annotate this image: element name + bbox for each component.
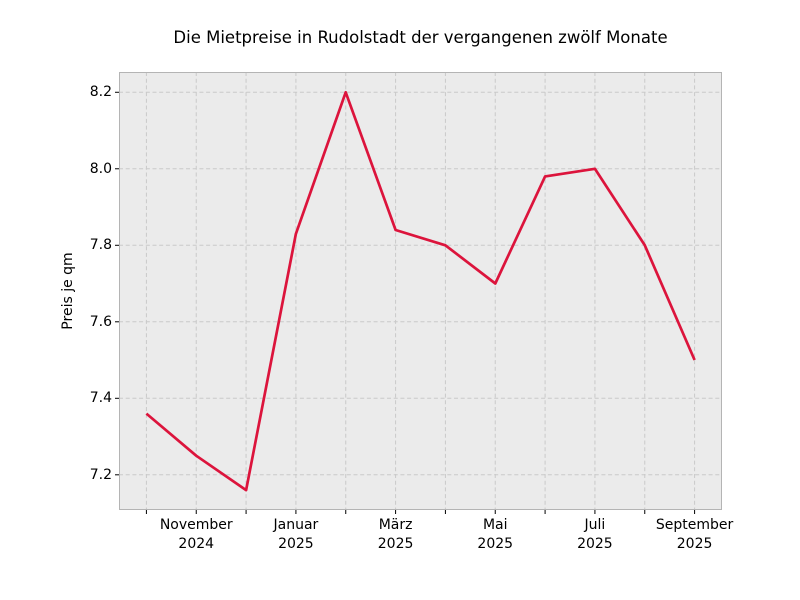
y-tick-label: 7.4: [89, 390, 112, 407]
plot-border: [119, 72, 722, 510]
chart-title: Die Mietpreise in Rudolstadt der vergang…: [173, 28, 668, 47]
price-line: [145, 90, 696, 492]
y-tick-label: 7.6: [89, 313, 112, 330]
y-tick-label: 8.2: [89, 84, 112, 101]
plot-svg: [115, 72, 722, 514]
y-tick-label: 7.2: [89, 466, 112, 483]
x-tick-label: Mai 2025: [477, 517, 514, 552]
y-tick-label: 8.0: [89, 160, 112, 177]
x-tick-label: November 2024: [159, 517, 233, 552]
y-tick-label: 7.8: [89, 237, 112, 254]
plot-area: [115, 72, 722, 514]
x-tick-label: Juli 2025: [577, 517, 613, 552]
x-tick-label: März 2025: [377, 517, 414, 552]
x-tick-label: Januar 2025: [273, 517, 319, 552]
x-tick-label: September 2025: [655, 517, 734, 552]
